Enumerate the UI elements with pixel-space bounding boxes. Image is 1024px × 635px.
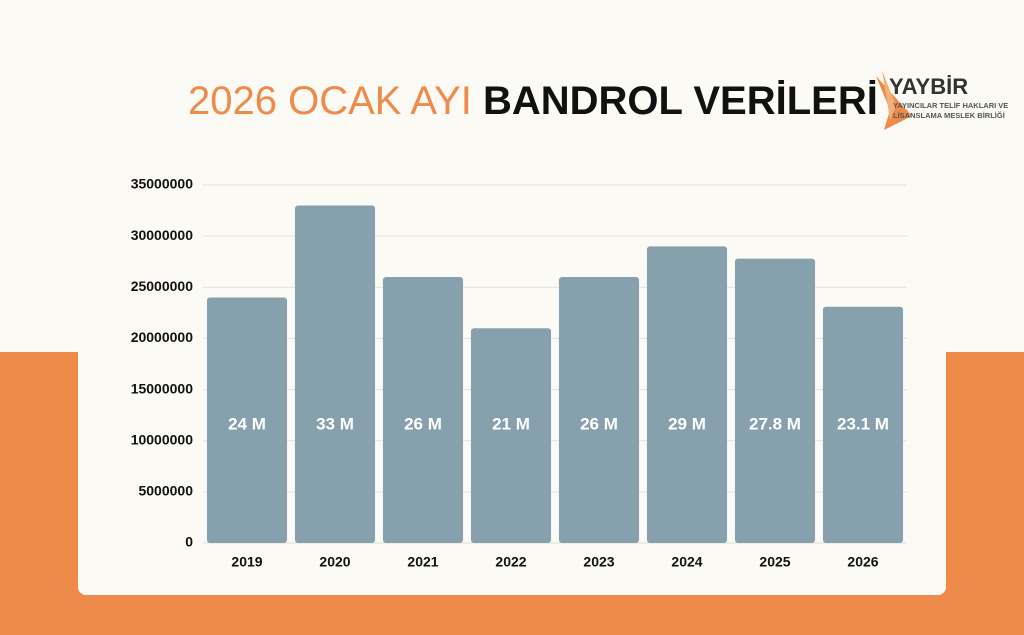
x-tick-label: 2026 <box>847 554 878 570</box>
value-label: 29 M <box>668 414 706 433</box>
title-highlight: 2026 OCAK AYI <box>188 79 472 123</box>
bar <box>822 306 904 543</box>
x-tick-label: 2019 <box>231 554 262 570</box>
x-tick-label: 2023 <box>583 554 614 570</box>
y-tick-label: 0 <box>185 534 193 550</box>
value-label: 26 M <box>580 414 618 433</box>
y-tick-label: 25000000 <box>131 278 194 294</box>
value-label: 26 M <box>404 414 442 433</box>
bar <box>558 277 640 543</box>
y-tick-label: 35000000 <box>131 176 194 192</box>
logo-subtitle: YAYINCILAR TELİF HAKLARI VE <box>893 101 1008 110</box>
bar <box>294 205 376 543</box>
bar <box>382 277 464 543</box>
logo-subtitle: LİSANSLAMA MESLEK BİRLİĞİ <box>893 111 1005 120</box>
bar <box>646 246 728 543</box>
chart-title: 2026 OCAK AYI BANDROL VERİLERİ <box>188 79 878 123</box>
value-label: 21 M <box>492 414 530 433</box>
y-tick-label: 15000000 <box>131 380 194 396</box>
y-tick-label: 30000000 <box>131 227 194 243</box>
bar <box>206 297 288 543</box>
x-tick-label: 2025 <box>759 554 790 570</box>
y-tick-label: 10000000 <box>131 431 194 447</box>
value-label: 24 M <box>228 414 266 433</box>
x-tick-label: 2024 <box>671 554 702 570</box>
logo-title: YAYBİR <box>889 74 968 99</box>
value-label: 33 M <box>316 414 354 433</box>
bar <box>734 258 816 543</box>
x-tick-label: 2022 <box>495 554 526 570</box>
y-tick-label: 5000000 <box>138 483 193 499</box>
title-main: BANDROL VERİLERİ <box>483 79 878 123</box>
value-label: 27.8 M <box>749 414 801 433</box>
bar <box>470 328 552 543</box>
logo: YAYBİR YAYINCILAR TELİF HAKLARI VE LİSAN… <box>876 70 1008 130</box>
logo-mark <box>882 70 896 120</box>
x-tick-label: 2021 <box>407 554 438 570</box>
value-label: 23.1 M <box>837 414 889 433</box>
y-tick-label: 20000000 <box>131 329 194 345</box>
x-tick-label: 2020 <box>319 554 350 570</box>
